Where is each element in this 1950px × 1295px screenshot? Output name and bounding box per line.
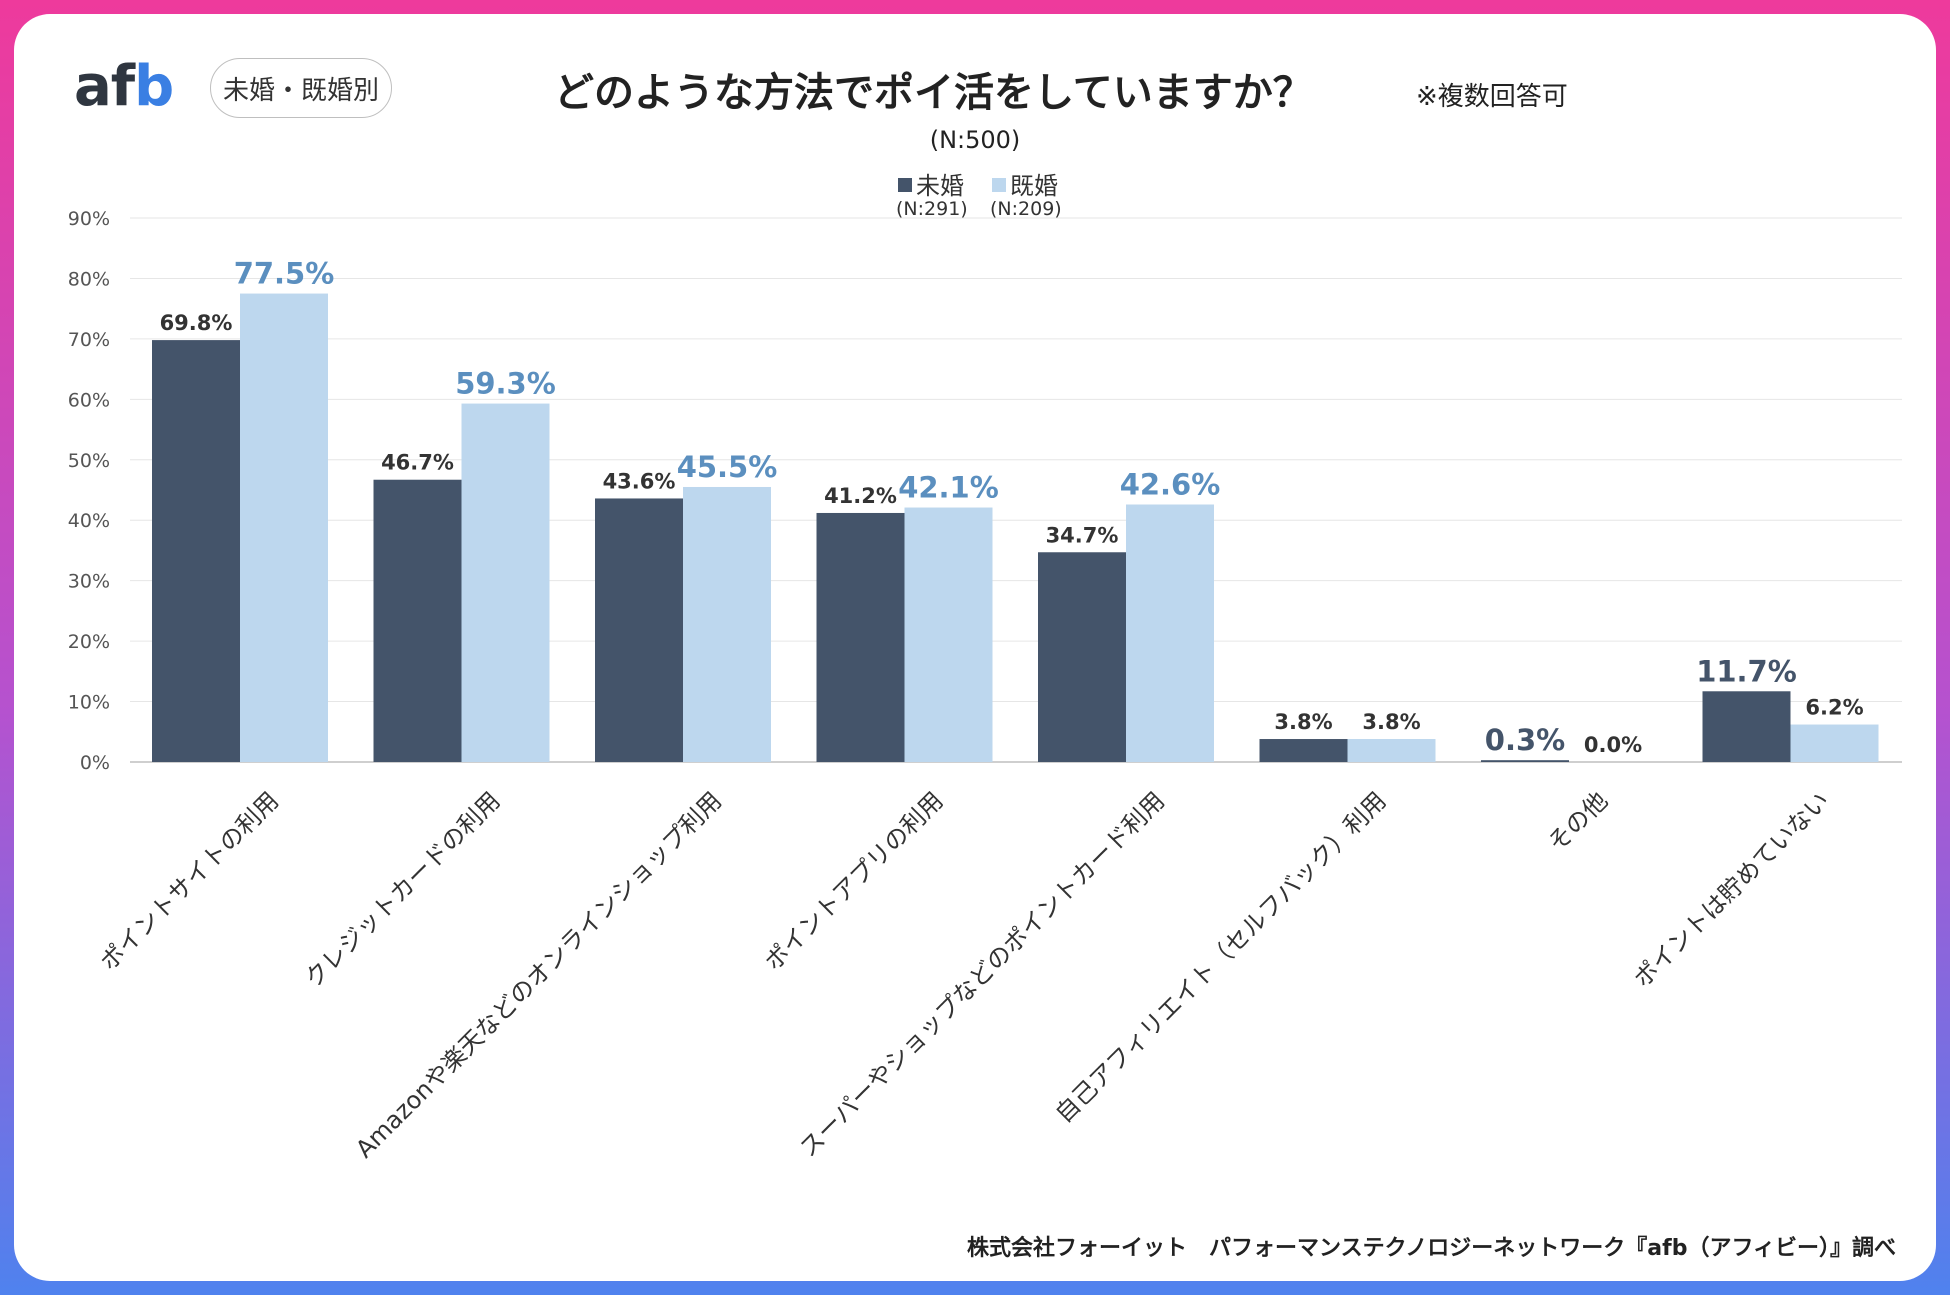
data-label-married: 42.1% — [898, 471, 999, 505]
data-label-single: 3.8% — [1274, 710, 1332, 734]
data-label-single: 41.2% — [824, 484, 897, 508]
data-label-married: 0.0% — [1584, 733, 1642, 757]
bar-married — [240, 293, 328, 762]
bar-married — [1126, 504, 1214, 762]
bar-married — [1790, 724, 1879, 762]
data-label-single: 0.3% — [1485, 723, 1565, 757]
data-label-single: 34.7% — [1046, 523, 1119, 547]
y-tick-label: 10% — [68, 692, 110, 714]
y-tick-label: 60% — [68, 389, 110, 411]
bar-single — [1481, 760, 1569, 762]
data-label-single: 69.8% — [160, 311, 233, 335]
legend-item-single: 未婚 (N:291) — [896, 166, 968, 220]
legend-n-single: (N:291) — [896, 198, 968, 220]
y-tick-label: 40% — [68, 510, 110, 532]
data-label-married: 3.8% — [1362, 710, 1420, 734]
legend-n-married: (N:209) — [990, 198, 1062, 220]
bar-single — [373, 479, 462, 762]
legend-label-single: 未婚 — [916, 172, 964, 200]
y-tick-label: 50% — [68, 450, 110, 472]
category-label: クレジットカードの利用 — [299, 786, 505, 992]
y-tick-label: 70% — [68, 329, 110, 351]
data-label-married: 6.2% — [1805, 696, 1863, 720]
sample-size: (N:500) — [929, 126, 1021, 154]
legend-item-married: 既婚 (N:209) — [990, 166, 1062, 220]
y-tick-label: 30% — [68, 571, 110, 593]
legend-label-married: 既婚 — [1010, 172, 1058, 200]
category-label: ポイントは貯めていない — [1628, 786, 1834, 992]
bar-married — [683, 486, 771, 762]
data-label-single: 11.7% — [1696, 654, 1797, 688]
source-credit: 株式会社フォーイット パフォーマンステクノロジーネットワーク『afb（アフィビー… — [967, 1236, 1896, 1261]
y-tick-label: 80% — [68, 268, 110, 290]
category-label: ポイントアプリの利用 — [759, 786, 949, 976]
category-label: ポイントサイトの利用 — [95, 786, 285, 976]
bar-chart: 0% 10% 20% 30% 40% 50% 60% 70% 80% 90% 69.8%77.5% ポ… — [68, 208, 1902, 1163]
chart-title: どのような方法でポイ活をしていますか？ — [554, 70, 1313, 116]
legend-swatch-married — [992, 178, 1006, 192]
bar-married — [904, 507, 993, 762]
data-label-married: 45.5% — [677, 450, 778, 484]
legend-swatch-single — [898, 178, 912, 192]
bar-single — [152, 340, 240, 762]
y-tick-label: 20% — [68, 631, 110, 653]
data-label-married: 42.6% — [1120, 468, 1221, 502]
afb-logo: afb — [74, 54, 174, 119]
y-tick-label: 90% — [68, 208, 110, 230]
data-label-single: 46.7% — [381, 451, 454, 475]
bar-married — [461, 403, 550, 762]
category-label: Amazonや楽天などのオンラインショップ利用 — [350, 786, 727, 1163]
data-label-single: 43.6% — [603, 469, 676, 493]
bar-single — [1259, 739, 1348, 762]
bar-single — [816, 512, 905, 762]
multiple-answer-note: ※複数回答可 — [1416, 82, 1568, 112]
chart-card: afb 未婚・既婚別 どのような方法でポイ活をしていますか？ ※複数回答可 (N… — [14, 14, 1936, 1281]
segment-badge: 未婚・既婚別 — [210, 58, 392, 118]
bar-single — [595, 498, 683, 762]
bar-married — [1347, 739, 1436, 762]
data-label-married: 59.3% — [455, 367, 556, 401]
bar-single — [1702, 691, 1791, 762]
category-label: スーパーやショップなどのポイントカード利用 — [794, 786, 1170, 1162]
y-tick-label: 0% — [80, 752, 110, 774]
category-label: その他 — [1543, 786, 1614, 857]
bar-single — [1038, 552, 1126, 762]
data-label-married: 77.5% — [234, 257, 335, 291]
